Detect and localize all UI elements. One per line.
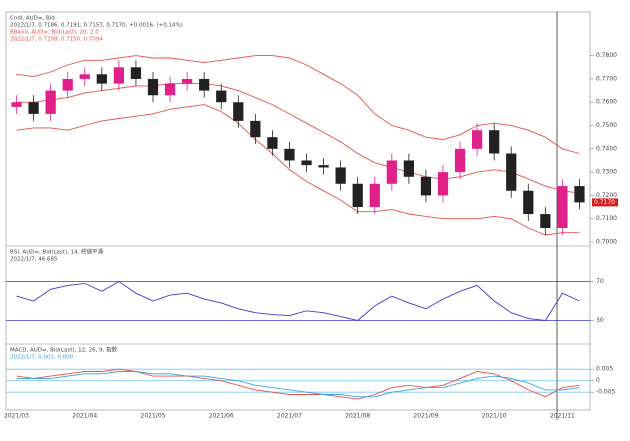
candle-body bbox=[420, 176, 432, 196]
candle-body bbox=[182, 78, 193, 84]
candle-body bbox=[250, 120, 261, 138]
candle-body bbox=[352, 183, 363, 208]
candle-body bbox=[113, 67, 124, 84]
x-tick-label: 2021/11 bbox=[550, 413, 575, 420]
series-line bbox=[16, 83, 580, 194]
series-line bbox=[16, 371, 580, 398]
candle-body bbox=[79, 74, 90, 79]
x-tick-label: 2021/06 bbox=[209, 413, 234, 420]
overlay-subheader: 2022/1/7, 0.7208, 0.7150, 0.7094 bbox=[10, 37, 103, 43]
candle-body bbox=[523, 190, 534, 215]
candle-body bbox=[301, 160, 312, 166]
y-tick-label: -0.005 bbox=[596, 389, 616, 396]
candle-body bbox=[454, 148, 466, 173]
y-tick-label: 70 bbox=[596, 278, 604, 285]
y-tick-label: 0.7800 bbox=[596, 52, 617, 59]
x-tick-label: 2021/07 bbox=[277, 413, 302, 420]
panel-header: MACD, AUD=, Bid(Last), 12, 26, 9, 指数 bbox=[10, 346, 118, 354]
y-tick-label: 0.7600 bbox=[596, 99, 617, 106]
candle-body bbox=[45, 90, 56, 114]
y-tick-label: 0.7000 bbox=[596, 239, 617, 246]
candle-body bbox=[557, 186, 568, 229]
panel-header: Cndl, AUD=, Bid bbox=[10, 16, 55, 22]
series-line bbox=[16, 104, 580, 236]
y-tick-label: 0 bbox=[596, 377, 600, 384]
candle-body bbox=[574, 186, 585, 203]
y-tick-label: 0.7500 bbox=[596, 122, 617, 129]
y-tick-label: 0.7100 bbox=[596, 215, 617, 222]
candle-body bbox=[28, 102, 39, 114]
y-tick-label: 0.7200 bbox=[596, 192, 617, 199]
candle-body bbox=[369, 183, 380, 208]
y-tick-label: 0.7700 bbox=[596, 75, 617, 82]
series-line bbox=[16, 280, 580, 321]
candle-body bbox=[96, 74, 107, 84]
candle-body bbox=[318, 165, 329, 168]
overlay-header: BBand, AUD=, Bid(Last), 20, 2.0 bbox=[10, 30, 99, 36]
last-price-label: 0.7170 bbox=[594, 199, 615, 206]
x-tick-label: 2021/04 bbox=[72, 413, 97, 420]
candle-body bbox=[284, 148, 295, 161]
candle-body bbox=[199, 78, 210, 91]
candle-body bbox=[506, 153, 517, 191]
x-tick-label: 2021/09 bbox=[413, 413, 438, 420]
y-tick-label: 0.7300 bbox=[596, 169, 617, 176]
x-tick-label: 2021/05 bbox=[141, 413, 166, 420]
y-tick-label: 30 bbox=[596, 317, 604, 324]
candle-body bbox=[489, 130, 500, 154]
candle-body bbox=[386, 160, 397, 184]
series-line bbox=[16, 55, 580, 154]
candle-body bbox=[11, 102, 22, 107]
candle-body bbox=[233, 102, 244, 121]
candle-body bbox=[267, 137, 278, 149]
candle-body bbox=[472, 130, 483, 149]
candle-body bbox=[335, 167, 346, 184]
candle-body bbox=[216, 90, 227, 103]
series-line bbox=[16, 368, 580, 400]
x-tick-label: 2021/08 bbox=[345, 413, 370, 420]
candle-body bbox=[437, 172, 449, 196]
panel-subheader: 2022/1/7, 0.7186, 0.7191, 0.7157, 0.7170… bbox=[10, 23, 183, 29]
y-tick-label: 0.7400 bbox=[596, 145, 617, 152]
candle-body bbox=[540, 214, 551, 229]
panel-subheader: 2022/1/7, 0.001, 0.000 bbox=[10, 355, 74, 361]
candle-body bbox=[164, 83, 176, 96]
candle-body bbox=[130, 67, 142, 79]
panel-subheader: 2022/1/7, 46.685 bbox=[10, 257, 58, 263]
candle-body bbox=[62, 78, 73, 91]
y-tick-label: 0.005 bbox=[596, 366, 613, 373]
candle-body bbox=[147, 78, 159, 96]
x-tick-label: 2021/10 bbox=[482, 413, 507, 420]
last-price-box bbox=[592, 198, 618, 207]
x-tick-label: 2021/03 bbox=[4, 413, 29, 420]
panel-header: RSI, AUD=, Bid(Last), 14, 終値平滑 bbox=[10, 248, 104, 256]
candle-body bbox=[403, 160, 414, 177]
